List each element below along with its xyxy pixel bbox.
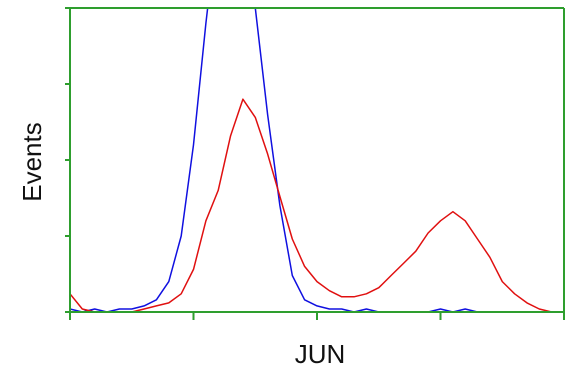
x-axis-title: JUN xyxy=(295,339,346,369)
series-line xyxy=(70,8,564,313)
series-line xyxy=(70,98,564,313)
plot-area xyxy=(70,8,564,313)
y-axis-title: Events xyxy=(17,122,47,202)
